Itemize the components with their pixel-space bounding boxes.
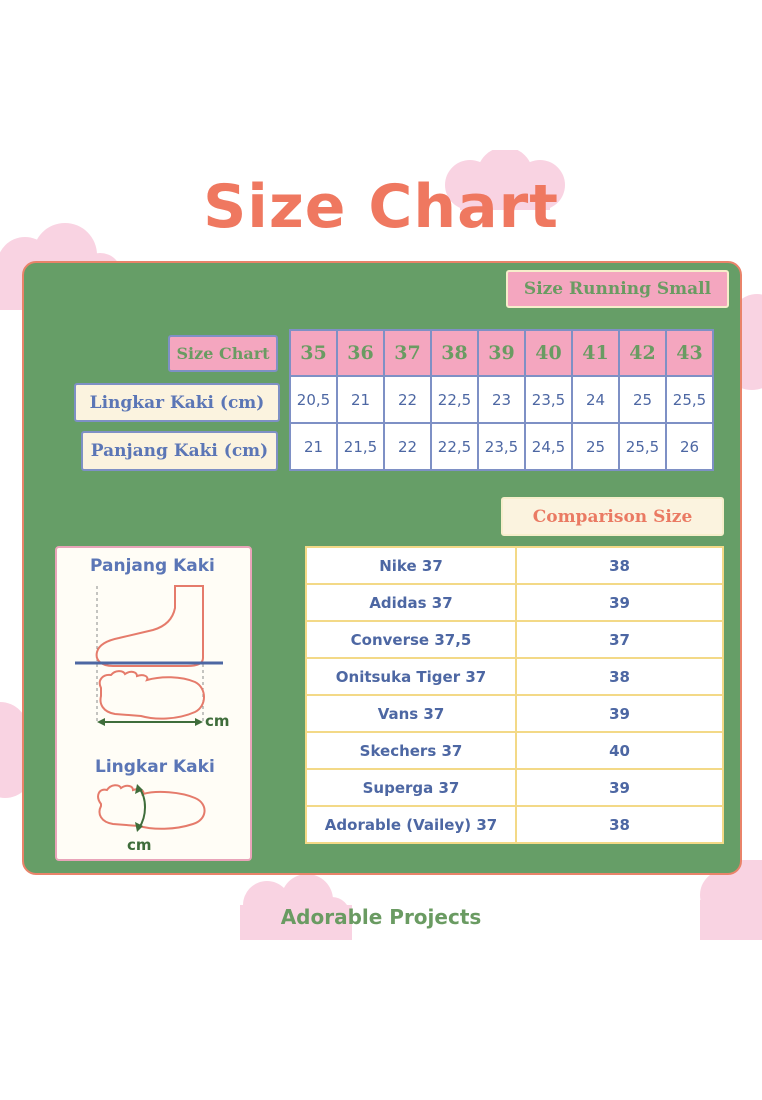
row-label-lingkar: Lingkar Kaki (cm) [74,383,280,422]
value-cell: 25 [618,375,667,424]
value-cell: 22,5 [430,375,479,424]
size-value-cell: 38 [515,805,724,844]
girth-unit: cm [127,836,152,854]
cloud-icon [445,150,565,210]
size-value-cell: 38 [515,546,724,585]
table-row: Onitsuka Tiger 37 38 [305,657,724,696]
size-running-badge: Size Running Small [506,270,729,308]
value-cell: 22 [383,375,432,424]
comparison-title: Comparison Size [501,497,724,536]
brand-cell: Vans 37 [305,694,517,733]
table-row: Vans 37 39 [305,694,724,733]
size-value-cell: 38 [515,657,724,696]
size-header-row: 35 36 37 38 39 40 41 42 43 [289,329,714,377]
table-row: Adorable (Vailey) 37 38 [305,805,724,844]
size-cell: 38 [430,329,479,377]
brand-cell: Superga 37 [305,768,517,807]
length-unit: cm [205,712,230,730]
size-value-cell: 37 [515,620,724,659]
comparison-table: Nike 37 38 Adidas 37 39 Converse 37,5 37… [305,546,724,844]
value-cell: 23 [477,375,526,424]
value-cell: 24,5 [524,422,573,471]
size-cell: 37 [383,329,432,377]
size-value-cell: 39 [515,694,724,733]
size-cell: 42 [618,329,667,377]
table-row: Skechers 37 40 [305,731,724,770]
size-cell: 41 [571,329,620,377]
value-cell: 22,5 [430,422,479,471]
value-cell: 25 [571,422,620,471]
page-title: Size Chart [203,172,559,242]
value-cell: 23,5 [524,375,573,424]
measure-guide: Panjang Kaki cm Lingkar Kaki cm [55,546,252,861]
foot-girth-icon [97,784,206,830]
foot-diagram [75,585,223,832]
brand-cell: Converse 37,5 [305,620,517,659]
value-cell: 24 [571,375,620,424]
length-title: Panjang Kaki [90,556,215,576]
foot-side-icon [95,585,204,667]
size-header-label: Size Chart [168,335,278,372]
panjang-row: 21 21,5 22 22,5 23,5 24,5 25 25,5 26 [289,422,714,471]
size-cell: 40 [524,329,573,377]
table-row: Nike 37 38 [305,546,724,585]
girth-title: Lingkar Kaki [95,757,215,777]
value-cell: 25,5 [618,422,667,471]
footer-brand: Adorable Projects [280,905,482,929]
size-cell: 43 [665,329,714,377]
table-row: Superga 37 39 [305,768,724,807]
row-label-panjang: Panjang Kaki (cm) [81,431,278,471]
size-cell: 39 [477,329,526,377]
lingkar-row: 20,5 21 22 22,5 23 23,5 24 25 25,5 [289,375,714,424]
value-cell: 22 [383,422,432,471]
table-row: Adidas 37 39 [305,583,724,622]
size-cell: 36 [336,329,385,377]
foot-top-icon [98,670,205,720]
value-cell: 23,5 [477,422,526,471]
cloud-icon [700,860,762,940]
brand-cell: Adidas 37 [305,583,517,622]
size-cell: 35 [289,329,338,377]
size-value-cell: 40 [515,731,724,770]
brand-cell: Onitsuka Tiger 37 [305,657,517,696]
value-cell: 21,5 [336,422,385,471]
size-value-cell: 39 [515,768,724,807]
brand-cell: Adorable (Vailey) 37 [305,805,517,844]
brand-cell: Nike 37 [305,546,517,585]
value-cell: 21 [289,422,338,471]
table-row: Converse 37,5 37 [305,620,724,659]
value-cell: 20,5 [289,375,338,424]
value-cell: 26 [665,422,714,471]
cloud-icon [240,875,352,940]
size-value-cell: 39 [515,583,724,622]
value-cell: 21 [336,375,385,424]
value-cell: 25,5 [665,375,714,424]
size-table: 35 36 37 38 39 40 41 42 43 20,5 21 22 22… [289,329,714,471]
brand-cell: Skechers 37 [305,731,517,770]
